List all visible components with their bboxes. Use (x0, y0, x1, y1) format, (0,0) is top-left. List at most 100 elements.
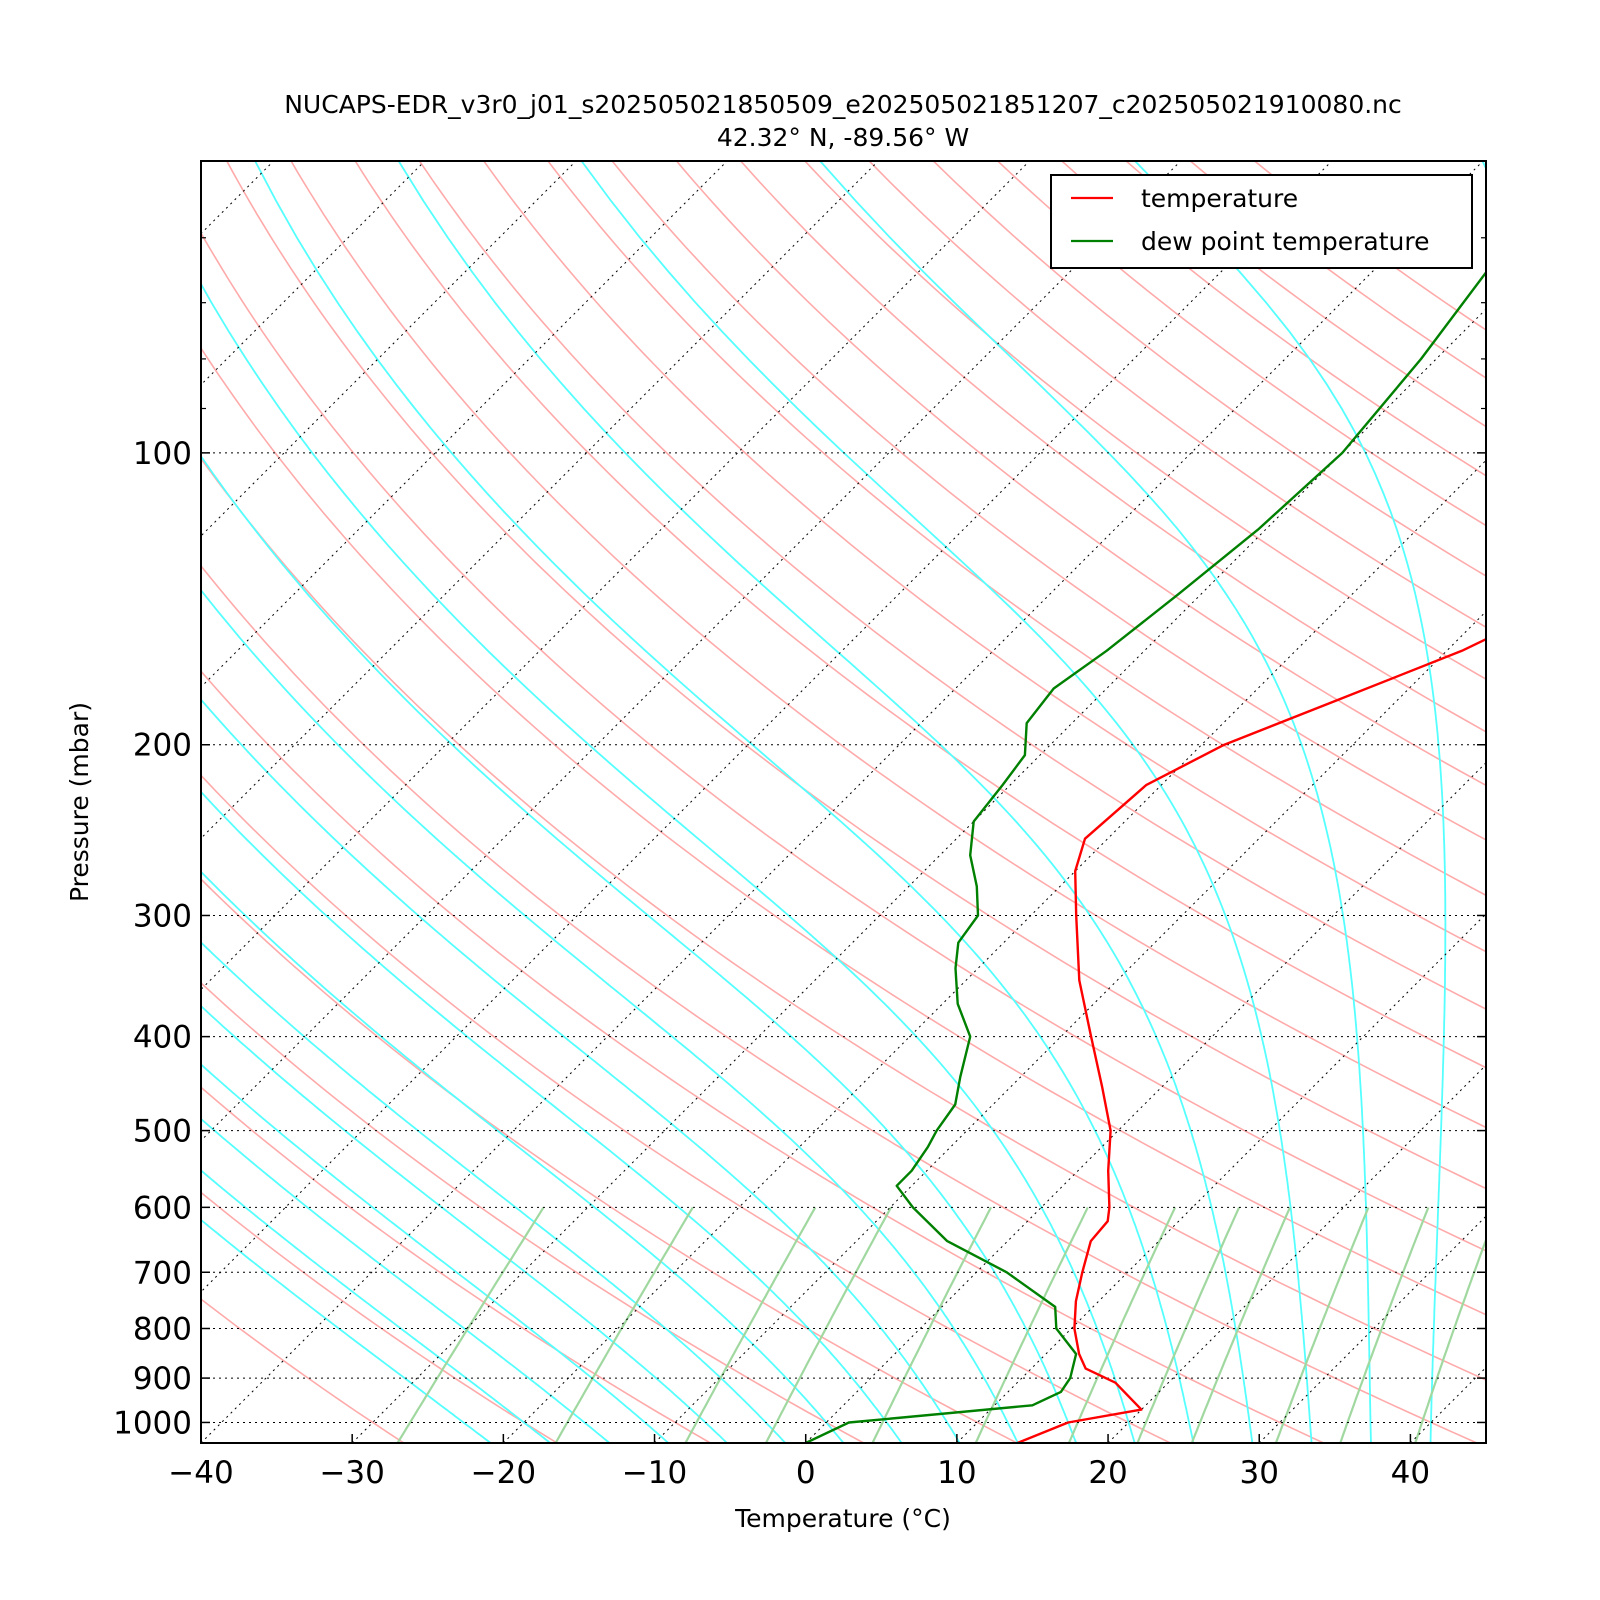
moist-adiabat (201, 941, 787, 1443)
x-tick-label: 0 (796, 1455, 816, 1491)
mixing-ratio-line (1414, 1236, 1486, 1443)
chart-subtitle: 42.32° N, -89.56° W (717, 123, 969, 152)
isotherm-line (0, 161, 122, 1443)
x-tick-label: 30 (1240, 1455, 1279, 1491)
moist-adiabat (201, 1117, 611, 1443)
isotherm-line (201, 161, 1182, 1142)
isotherm-line (201, 161, 426, 386)
moist-adiabat (201, 588, 1019, 1443)
y-tick-label: 500 (133, 1114, 192, 1150)
mixing-ratio-line (1274, 1206, 1370, 1443)
moist-adiabat (201, 1004, 728, 1443)
y-tick-label: 400 (133, 1020, 192, 1056)
isotherm-line (201, 161, 879, 840)
y-tick-label: 800 (133, 1311, 192, 1347)
dry-adiabat (201, 981, 865, 1443)
x-tick-labels: −40 −30 −20 −10 0 10 20 30 40 (168, 1455, 1430, 1491)
temperature-line (1016, 637, 1486, 1443)
y-tick-labels: 100 200 300 400 500 600 700 800 900 1000 (113, 436, 192, 1442)
isotherm-line (956, 913, 1486, 1443)
y-tick-label: 300 (133, 898, 192, 934)
isotherm-line (201, 161, 274, 235)
dry-adiabat (201, 670, 1324, 1443)
isotherm-line (1562, 161, 1600, 1443)
moist-adiabat (580, 161, 1313, 1443)
dry-adiabat (547, 161, 1486, 897)
moist-adiabat (1481, 161, 1486, 171)
dry-adiabat (868, 161, 1486, 629)
isotherm-line (201, 161, 1484, 1443)
mixing-ratio-line (396, 1206, 545, 1443)
legend-box (1050, 174, 1473, 269)
plot-frame (200, 160, 1487, 1444)
background-lines (0, 161, 1600, 1443)
dry-adiabat (1061, 161, 1486, 477)
dry-adiabat (1125, 161, 1486, 428)
dry-adiabat (201, 564, 1478, 1443)
dry-adiabat (1189, 161, 1486, 379)
x-tick-label: −40 (168, 1455, 233, 1491)
dry-adiabat (354, 161, 1486, 1069)
moist-adiabat (201, 454, 1078, 1443)
mixing-ratio-line (871, 1206, 992, 1443)
x-tick-label: −10 (622, 1455, 687, 1491)
x-tick-label: 40 (1391, 1455, 1430, 1491)
dry-adiabat (290, 161, 1486, 1129)
x-tick-label: 10 (937, 1455, 976, 1491)
y-tick-label: 100 (133, 436, 192, 472)
legend: temperature dew point temperature (1050, 174, 1473, 269)
mixing-ratio-line (1067, 1206, 1177, 1443)
mixing-ratio-line (974, 1206, 1089, 1443)
mixing-ratio-line (1190, 1206, 1292, 1443)
dry-adiabat (201, 231, 1486, 1252)
y-tick-label: 600 (133, 1190, 192, 1226)
moist-adiabat (201, 870, 845, 1443)
moist-adiabat (201, 698, 961, 1443)
mixing-ratio-line (1339, 1206, 1430, 1443)
pressure-gridlines (201, 452, 1486, 1423)
isotherm-line (502, 459, 1486, 1443)
moist-adiabat (819, 161, 1372, 1443)
isotherm-line (654, 610, 1486, 1443)
dry-adiabat (201, 878, 1018, 1443)
dry-adiabat (226, 161, 1486, 1190)
dry-adiabat (611, 161, 1486, 841)
isotherm-line (351, 308, 1486, 1443)
x-axis-label: Temperature (°C) (734, 1504, 951, 1533)
isotherm-line (1107, 1064, 1486, 1443)
y-tick-label: 900 (133, 1361, 192, 1397)
legend-label-dewpoint: dew point temperature (1141, 227, 1430, 256)
dry-adiabat (932, 161, 1486, 577)
moist-adiabat (201, 790, 903, 1443)
axis-ticks (200, 160, 1486, 1443)
sounding-lines (805, 270, 1486, 1443)
isotherm-line (201, 161, 1030, 991)
dry-adiabat (201, 1086, 711, 1443)
moist-adiabat (201, 1169, 551, 1443)
moist-adiabat (397, 161, 1254, 1443)
x-tick-label: 20 (1088, 1455, 1127, 1491)
y-tick-label: 1000 (113, 1405, 192, 1441)
dry-adiabat (201, 774, 1171, 1443)
dry-adiabat (201, 457, 1486, 1381)
dry-adiabat (675, 161, 1486, 787)
dry-adiabat (201, 1191, 558, 1443)
mixing-ratio-line (765, 1206, 892, 1443)
moist-adiabat (201, 1063, 669, 1443)
dry-adiabat (418, 161, 1486, 1011)
isotherm-line (1258, 1215, 1486, 1443)
y-tick-label: 200 (133, 728, 192, 764)
chart-title: NUCAPS-EDR_v3r0_j01_s202505021850509_e20… (284, 90, 1402, 119)
y-tick-label: 700 (133, 1255, 192, 1291)
isotherm-line (1410, 1366, 1486, 1443)
dry-adiabat (740, 161, 1486, 733)
dry-adiabat (804, 161, 1486, 681)
x-tick-label: −20 (471, 1455, 536, 1491)
y-axis-label: Pressure (mbar) (65, 702, 94, 902)
mixing-ratio-line (1136, 1206, 1241, 1443)
mixing-ratio-line (554, 1206, 694, 1443)
moist-adiabat (1134, 161, 1447, 1443)
x-tick-label: −30 (319, 1455, 384, 1491)
